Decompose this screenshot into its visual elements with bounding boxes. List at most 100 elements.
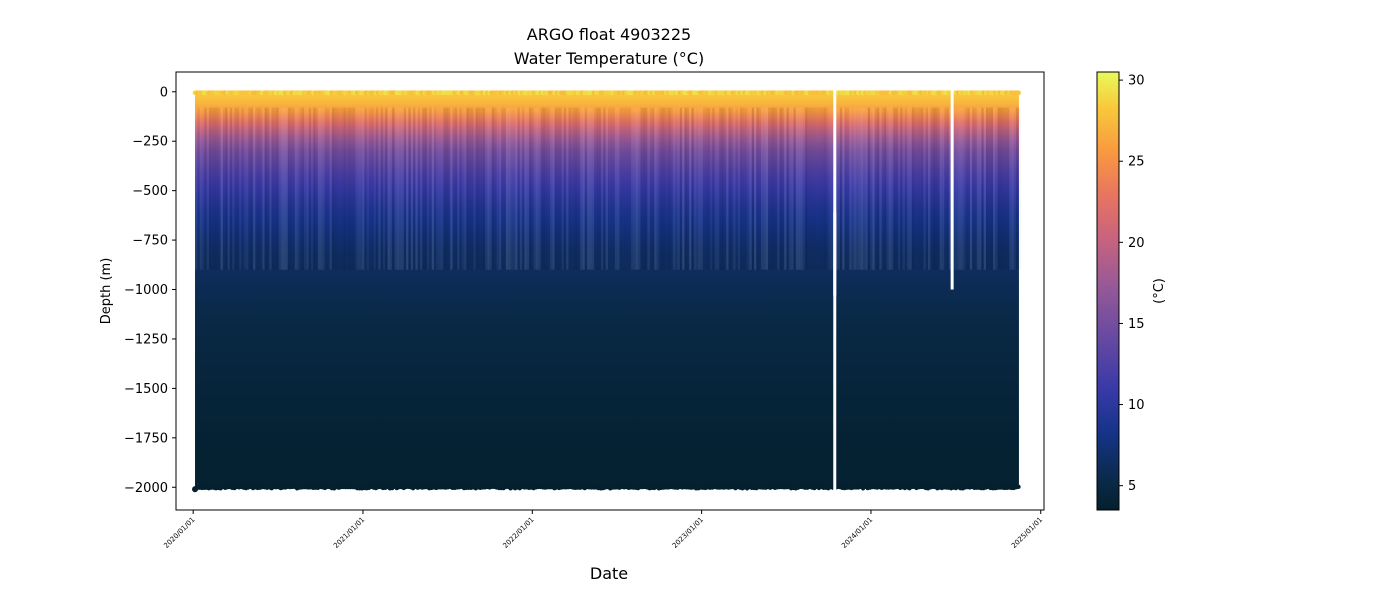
profile-stripe (745, 108, 747, 270)
x-tick-label: 2025/01/01 (1010, 516, 1044, 550)
profile-stripe (946, 107, 949, 270)
profile-stripe (659, 108, 661, 270)
colorbar-tick-label: 10 (1128, 398, 1145, 413)
profile-stripe (642, 107, 646, 270)
profile-stripe (962, 107, 966, 270)
profile-stripe (754, 107, 757, 270)
profile-stripe (440, 107, 444, 270)
profile-stripe (774, 107, 778, 270)
profile-stripe (890, 107, 894, 270)
profile-stripe (965, 108, 967, 270)
profile-stripe (714, 107, 717, 270)
profile-stripe (967, 107, 970, 270)
profile-stripe (874, 107, 877, 270)
profile-stripe (508, 107, 511, 270)
profile-stripe (452, 108, 454, 270)
profile-stripe (343, 107, 346, 270)
profile-stripe (536, 107, 539, 270)
profile-stripe (807, 107, 810, 270)
profile-stripe (847, 108, 849, 270)
profile-stripe (976, 107, 980, 270)
y-tick-label: −1000 (124, 283, 168, 298)
profile-stripe (297, 107, 300, 270)
profile-stripe (876, 107, 880, 270)
profile-stripe (264, 107, 267, 270)
profile-stripe (563, 107, 567, 270)
profile-stripe (308, 107, 312, 270)
profile-stripe (269, 107, 272, 270)
profile-stripe (573, 107, 576, 270)
profile-stripe (218, 107, 221, 270)
profile-stripe (339, 108, 341, 270)
profile-stripe (447, 107, 451, 270)
profile-stripe (939, 107, 942, 270)
profile-stripe (424, 107, 427, 270)
profile-stripe (914, 107, 917, 270)
profile-stripe (538, 107, 541, 270)
y-axis-label: Depth (m) (99, 258, 114, 325)
profile-stripe (698, 107, 701, 270)
profile-stripe (215, 107, 219, 270)
profile-stripe (614, 107, 618, 270)
chart-title-line-1: ARGO float 4903225 (527, 25, 691, 44)
profile-stripe (888, 107, 891, 270)
profile-stripe (345, 107, 349, 270)
profile-stripe (457, 107, 460, 270)
profile-stripe (287, 107, 291, 270)
profile-stripe (273, 107, 277, 270)
profile-stripe (647, 107, 650, 270)
profile-stripe (751, 107, 755, 270)
profile-stripe (909, 107, 912, 270)
profile-stripe (285, 107, 288, 270)
deepest-dot (192, 486, 199, 493)
profile-stripe (800, 107, 803, 270)
profile-stripe (605, 107, 608, 270)
profile-stripe (677, 107, 680, 270)
profile-stripe (371, 107, 374, 270)
profile-stripe (691, 107, 694, 270)
x-tick-label: 2020/01/01 (162, 516, 196, 550)
profile-stripe (559, 107, 562, 270)
profile-stripe (626, 107, 629, 270)
profile-stripe (253, 107, 256, 270)
profile-stripe (932, 107, 935, 270)
profile-stripe (519, 107, 523, 270)
x-tick-label: 2021/01/01 (332, 516, 366, 550)
profile-stripe (505, 107, 509, 270)
profile-stripe (239, 107, 242, 270)
profile-stripe (763, 107, 766, 270)
profile-stripe (821, 107, 824, 270)
profile-stripe (420, 107, 423, 270)
profile-stripe (1016, 107, 1019, 270)
profile-stripe (761, 107, 764, 270)
profile-stripe (856, 107, 859, 270)
profile-stripe (542, 107, 546, 270)
profile-stripe (712, 107, 715, 270)
y-tick-label: −1250 (124, 332, 168, 347)
profile-stripe (995, 108, 997, 270)
profile-stripe (556, 107, 560, 270)
profile-stripe (589, 107, 592, 270)
profile-stripe (548, 108, 550, 270)
profile-stripe (594, 108, 596, 270)
profile-stripe (682, 107, 685, 270)
y-tick-label: 0 (160, 85, 168, 100)
profile-stripe (684, 107, 687, 270)
profile-stripe (471, 107, 474, 270)
profile-stripe (197, 107, 200, 270)
profile-stripe (622, 108, 624, 270)
profile-stripe (921, 107, 924, 270)
profile-stripe (260, 108, 262, 270)
profile-stripe (726, 107, 729, 270)
profile-stripe (916, 107, 919, 270)
profile-stripe (554, 107, 557, 270)
profile-stripe (575, 107, 578, 270)
profile-stripe (434, 108, 436, 270)
bottom-dot (1016, 484, 1021, 490)
profile-stripe (580, 107, 583, 270)
y-tick-label: −500 (132, 184, 168, 199)
x-axis: 2020/01/01 2021/01/01 2022/01/01 2023/01/01… (162, 510, 1044, 550)
profile-stripe (608, 108, 610, 270)
profile-stripe (767, 107, 771, 270)
profile-stripe (206, 107, 209, 270)
